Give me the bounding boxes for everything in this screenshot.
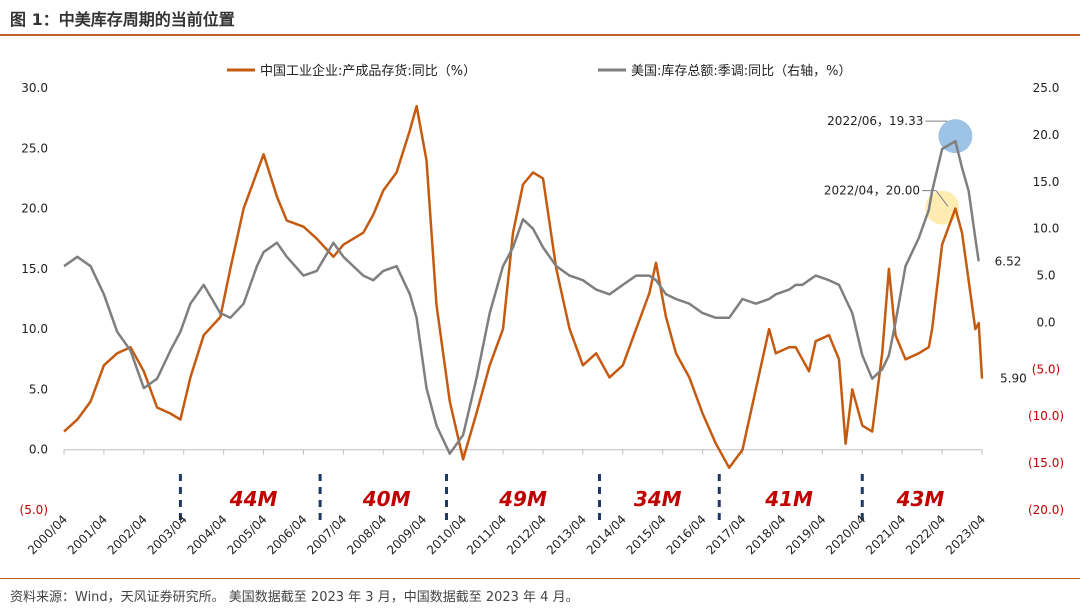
y-left-tick-label: 10.0	[21, 322, 48, 336]
source-rule	[0, 578, 1080, 579]
y-right-tick-label: 15.0	[1033, 175, 1060, 189]
x-tick-label: 2015/04	[624, 512, 669, 557]
x-tick-label: 2021/04	[863, 512, 908, 557]
y-right-tick-label: (5.0)	[1032, 362, 1060, 376]
cycle-label: 49M	[498, 487, 547, 511]
annotation-leader	[922, 190, 949, 207]
annotation-us-last: 6.52	[995, 254, 1022, 268]
series-lines	[63, 104, 984, 470]
legend-label-us: 美国:库存总额:季调:同比（右轴，%）	[631, 63, 852, 79]
cycle-label: 43M	[896, 487, 945, 511]
x-tick-label: 2008/04	[344, 512, 389, 557]
figure-title: 图 1：中美库存周期的当前位置	[10, 10, 235, 29]
cycle-separators: 44M 40M 49M 34M 41M 43M	[178, 474, 945, 520]
x-tick-label: 2016/04	[664, 512, 709, 557]
x-tick-label: 2000/04	[25, 512, 70, 557]
x-tick-label: 2001/04	[65, 512, 110, 557]
x-tick-label: 2004/04	[185, 512, 230, 557]
x-tick-label: 2012/04	[504, 512, 549, 557]
annotation-china-last: 5.90	[1000, 372, 1027, 386]
axes-layer: (5.0) 0.0 5.0 10.0 15.0 20.0 25.0 30.0 (20.0) (15…	[20, 81, 1065, 517]
x-tick-label: 2022/04	[903, 512, 948, 557]
x-tick-label: 2018/04	[743, 512, 788, 557]
cycle-label: 40M	[362, 487, 411, 511]
y-left-tick-label: 5.0	[29, 382, 48, 396]
x-tick-label: 2011/04	[464, 512, 509, 557]
china-peak-highlight	[925, 190, 960, 225]
line-chart: (5.0) 0.0 5.0 10.0 15.0 20.0 25.0 30.0 (20.0) (15…	[20, 63, 1065, 557]
x-tick-label: 2013/04	[544, 512, 589, 557]
cycle-label: 34M	[634, 487, 682, 511]
y-left-tick-label: 0.0	[29, 443, 48, 457]
cycle-label: 44M	[229, 487, 278, 511]
x-tick-label: 2006/04	[264, 512, 309, 557]
y-right-tick-label: 0.0	[1036, 315, 1055, 329]
y-right-tick-label: 10.0	[1033, 222, 1060, 236]
y-right-tick-label: (15.0)	[1028, 456, 1064, 470]
highlight-circles	[925, 119, 973, 225]
x-tick-label: 2014/04	[584, 512, 629, 557]
x-tick-label: 2019/04	[783, 512, 828, 557]
us-peak-highlight	[938, 119, 973, 154]
y-right-tick-label: (10.0)	[1028, 409, 1064, 423]
y-right-tick-label: 25.0	[1033, 81, 1060, 95]
series-line-china	[63, 104, 984, 470]
figure-source: 资料来源：Wind，天风证券研究所。 美国数据截至 2023 年 3 月，中国数…	[10, 590, 579, 605]
y-left-tick-label: 30.0	[21, 81, 48, 95]
x-tick-label: 2009/04	[384, 512, 429, 557]
y-right-tick-label: 20.0	[1033, 128, 1060, 142]
y-right-tick-label: (20.0)	[1028, 503, 1064, 517]
annotations: 2022/06，19.33 2022/04，20.00 6.52 5.90	[824, 114, 1027, 385]
annotation-us-peak: 2022/06，19.33	[827, 114, 923, 128]
y-left-tick-label: 20.0	[21, 202, 48, 216]
series-line-us	[63, 139, 980, 455]
x-tick-label: 2023/04	[943, 512, 988, 557]
cycle-label: 41M	[764, 487, 813, 511]
y-left-tick-label: (5.0)	[20, 503, 48, 517]
x-tick-label: 2002/04	[105, 512, 150, 557]
annotation-china-peak: 2022/04，20.00	[824, 184, 920, 198]
legend-label-china: 中国工业企业:产成品存货:同比（%）	[260, 63, 476, 79]
x-tick-label: 2017/04	[703, 512, 748, 557]
x-tick-labels: 2000/042001/042002/042003/042004/042005/…	[25, 512, 988, 557]
x-tick-label: 2005/04	[225, 512, 270, 557]
x-tick-label: 2020/04	[823, 512, 868, 557]
y-left-tick-label: 25.0	[21, 141, 48, 155]
y-right-tick-label: 5.0	[1036, 269, 1055, 283]
y-left-tick-label: 15.0	[21, 262, 48, 276]
legend: 中国工业企业:产成品存货:同比（%） 美国:库存总额:季调:同比（右轴，%）	[227, 63, 852, 79]
x-tick-label: 2003/04	[145, 512, 190, 557]
x-tick-label: 2007/04	[304, 512, 349, 557]
title-rule	[0, 34, 1080, 36]
